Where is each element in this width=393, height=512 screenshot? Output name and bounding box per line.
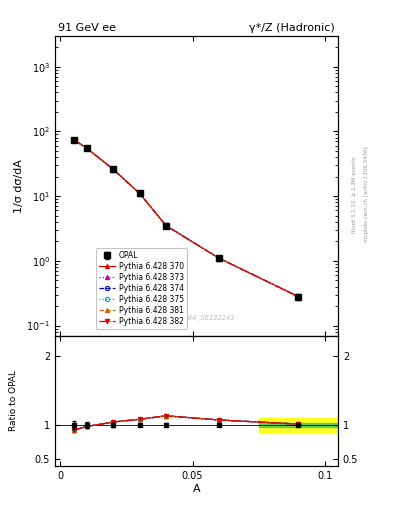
Legend: OPAL, Pythia 6.428 370, Pythia 6.428 373, Pythia 6.428 374, Pythia 6.428 375, Py: OPAL, Pythia 6.428 370, Pythia 6.428 373… (95, 248, 187, 329)
Pythia 6.428 373 (71, 136, 76, 142)
Pythia 6.428 382 (111, 166, 116, 173)
Pythia 6.428 375 (296, 293, 301, 300)
Pythia 6.428 370 (164, 223, 169, 229)
Pythia 6.428 374 (84, 145, 89, 152)
Pythia 6.428 373 (137, 190, 142, 197)
Text: Rivet 3.1.10, ≥ 2.3M events: Rivet 3.1.10, ≥ 2.3M events (352, 156, 357, 233)
Pythia 6.428 374 (71, 136, 76, 142)
Pythia 6.428 375 (71, 136, 76, 142)
Pythia 6.428 373 (84, 145, 89, 152)
Pythia 6.428 370 (296, 293, 301, 300)
Pythia 6.428 375 (111, 166, 116, 173)
Line: Pythia 6.428 381: Pythia 6.428 381 (72, 137, 300, 298)
Pythia 6.428 375 (84, 145, 89, 152)
Pythia 6.428 374 (296, 293, 301, 300)
Pythia 6.428 370 (111, 166, 116, 173)
Bar (259, 423, 338, 427)
Pythia 6.428 370 (84, 145, 89, 152)
Y-axis label: Ratio to OPAL: Ratio to OPAL (9, 370, 18, 431)
Pythia 6.428 381 (296, 293, 301, 300)
Pythia 6.428 382 (84, 145, 89, 152)
Pythia 6.428 381 (217, 255, 221, 261)
Pythia 6.428 382 (217, 255, 221, 261)
Pythia 6.428 381 (84, 145, 89, 152)
Pythia 6.428 374 (111, 166, 116, 173)
Pythia 6.428 374 (164, 223, 169, 229)
Pythia 6.428 375 (137, 190, 142, 197)
Pythia 6.428 373 (217, 255, 221, 261)
Pythia 6.428 382 (296, 293, 301, 300)
Line: Pythia 6.428 373: Pythia 6.428 373 (72, 137, 300, 298)
X-axis label: A: A (193, 483, 200, 494)
Pythia 6.428 374 (217, 255, 221, 261)
Pythia 6.428 373 (296, 293, 301, 300)
Pythia 6.428 382 (137, 190, 142, 197)
Pythia 6.428 381 (164, 223, 169, 229)
Pythia 6.428 374 (137, 190, 142, 197)
Line: Pythia 6.428 382: Pythia 6.428 382 (72, 137, 300, 298)
Text: mcplots.cern.ch [arXiv:1306.3436]: mcplots.cern.ch [arXiv:1306.3436] (364, 147, 369, 242)
Pythia 6.428 382 (71, 136, 76, 142)
Line: Pythia 6.428 370: Pythia 6.428 370 (72, 137, 300, 298)
Text: 91 GeV ee: 91 GeV ee (58, 23, 116, 33)
Pythia 6.428 370 (137, 190, 142, 197)
Pythia 6.428 381 (137, 190, 142, 197)
Bar (259, 418, 338, 433)
Pythia 6.428 375 (164, 223, 169, 229)
Line: Pythia 6.428 374: Pythia 6.428 374 (72, 137, 300, 298)
Pythia 6.428 375 (217, 255, 221, 261)
Text: OPAL_2004_S6132243: OPAL_2004_S6132243 (158, 314, 235, 321)
Pythia 6.428 373 (111, 166, 116, 173)
Pythia 6.428 370 (71, 136, 76, 142)
Y-axis label: 1/σ dσ/dA: 1/σ dσ/dA (14, 159, 24, 212)
Pythia 6.428 370 (217, 255, 221, 261)
Text: γ*/Z (Hadronic): γ*/Z (Hadronic) (250, 23, 335, 33)
Pythia 6.428 373 (164, 223, 169, 229)
Pythia 6.428 381 (111, 166, 116, 173)
Line: Pythia 6.428 375: Pythia 6.428 375 (72, 137, 300, 298)
Pythia 6.428 382 (164, 223, 169, 229)
Pythia 6.428 381 (71, 136, 76, 142)
